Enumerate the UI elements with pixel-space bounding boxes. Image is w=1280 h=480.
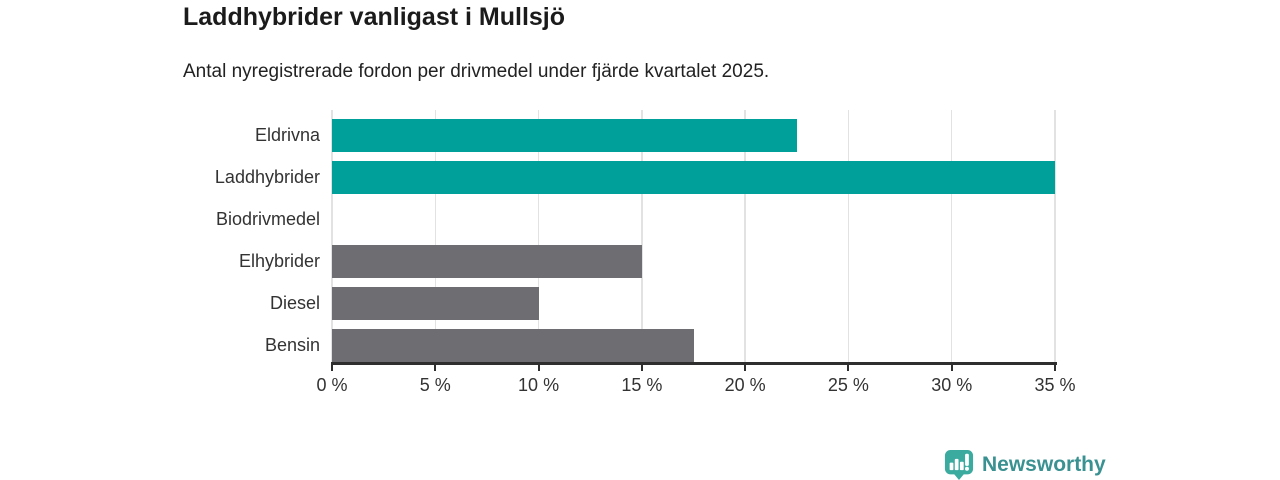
- x-axis-tick: [434, 364, 437, 371]
- bar-eldrivna: [332, 119, 797, 152]
- plot-area: Eldrivna Laddhybrider Biodrivmedel Elhybrid…: [215, 110, 1076, 395]
- chart-subtitle: Antal nyregistrerade fordon per drivmede…: [183, 61, 770, 82]
- category-label: Biodrivmedel: [215, 209, 320, 229]
- gridline: [434, 110, 437, 362]
- bar-elhybrider: [332, 245, 642, 278]
- x-tick-label: 0 %: [316, 375, 348, 395]
- gridline: [1054, 110, 1056, 362]
- gridline: [537, 110, 540, 362]
- x-tick-label: 5 %: [419, 375, 451, 395]
- category-label: Bensin: [264, 335, 320, 355]
- category-label: Laddhybrider: [214, 167, 320, 187]
- gridline: [641, 110, 643, 362]
- x-axis-tick: [950, 364, 953, 371]
- chart-title: Laddhybrider vanligast i Mullsjö: [183, 3, 566, 31]
- x-axis-tick: [744, 364, 747, 371]
- bar-bensin: [332, 329, 694, 362]
- x-tick-label: 20 %: [724, 375, 766, 395]
- category-label: Elhybrider: [238, 251, 320, 271]
- gridline: [331, 110, 333, 362]
- gridline: [744, 110, 746, 362]
- gridline: [950, 110, 953, 362]
- brand-name: Newsworthy: [982, 452, 1106, 476]
- x-tick-label: 15 %: [621, 375, 663, 395]
- x-axis-line: [331, 362, 1057, 365]
- x-tick-label: 30 %: [931, 375, 973, 395]
- category-label: Eldrivna: [254, 125, 320, 145]
- category-label: Diesel: [269, 293, 320, 313]
- newsworthy-icon: [944, 449, 974, 480]
- x-axis-tick: [640, 364, 643, 371]
- brand-logo: Newsworthy: [944, 449, 1106, 480]
- gridline: [847, 110, 850, 362]
- bar-laddhybrider: [332, 161, 1055, 194]
- x-tick-label: 10 %: [518, 375, 560, 395]
- x-tick-label: 35 %: [1034, 375, 1076, 395]
- x-axis-tick: [847, 364, 850, 371]
- x-tick-label: 25 %: [827, 375, 869, 395]
- x-axis-tick: [537, 364, 540, 371]
- bar-diesel: [332, 287, 539, 320]
- x-axis-tick: [1054, 364, 1056, 371]
- x-axis-tick: [331, 364, 333, 371]
